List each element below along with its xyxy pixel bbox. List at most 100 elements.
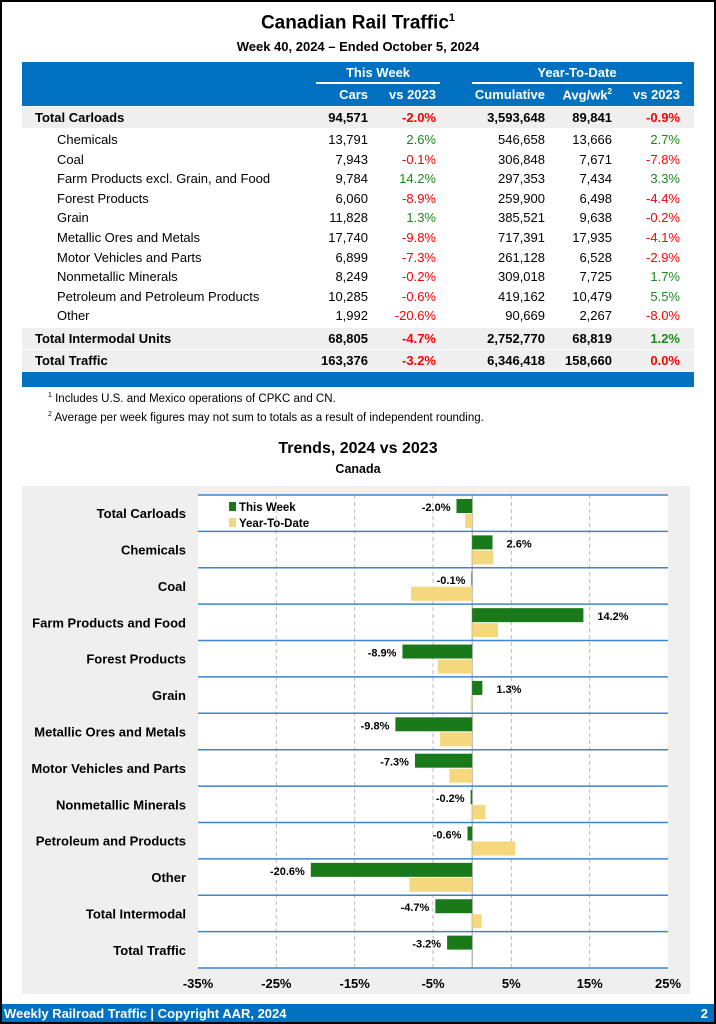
data-label: -9.8% — [361, 720, 390, 732]
col-cumulative: Cumulative — [474, 87, 545, 102]
cell: -4.4% — [646, 190, 680, 206]
cell: 7,943 — [335, 151, 368, 167]
row-label: Motor Vehicles and Parts — [57, 249, 202, 265]
cell: 158,660 — [565, 353, 612, 368]
group-this-week: This Week — [316, 65, 440, 84]
cell: 6,346,418 — [487, 353, 545, 368]
cell: 68,805 — [328, 331, 368, 346]
data-label: 14.2% — [597, 611, 628, 623]
data-label: -4.7% — [401, 902, 430, 914]
cell: 717,391 — [498, 230, 545, 245]
row-label: Total Carloads — [35, 110, 125, 125]
bar-ytd — [472, 623, 499, 638]
category-label: Grain — [152, 688, 186, 703]
x-tick-label: -25% — [261, 976, 292, 991]
category-label: Nonmetallic Minerals — [56, 797, 186, 812]
bar-this-week — [456, 499, 473, 513]
fn-marker: 1 — [48, 392, 52, 399]
table-row: Nonmetallic Minerals 8,249 -0.2% 309,018 7,7… — [22, 266, 694, 286]
cell: -8.9% — [402, 190, 436, 206]
cell: 1.3% — [406, 210, 436, 226]
cell: -0.9% — [646, 110, 680, 125]
table-row: Coal 7,943 -0.1% 306,848 7,671 -7.8% — [22, 149, 694, 169]
legend-swatch — [229, 518, 236, 527]
cell: 6,528 — [579, 249, 612, 265]
cell: 7,671 — [579, 151, 612, 167]
category-label: Total Carloads — [97, 506, 186, 521]
cell: 89,841 — [572, 110, 612, 125]
cell: 1.7% — [650, 269, 680, 285]
cell: -2.9% — [646, 249, 680, 265]
footer-bar: Weekly Railroad Traffic | Copyright AAR,… — [2, 1004, 714, 1022]
bar-this-week — [472, 680, 483, 695]
bar-ytd — [470, 695, 473, 710]
cell: -9.8% — [402, 230, 436, 245]
page-title: Canadian Rail Traffic1 — [0, 12, 716, 34]
cell: -2.0% — [402, 110, 436, 125]
cell: 7,725 — [579, 269, 612, 285]
cell: -8.0% — [646, 308, 680, 324]
col-avg-wk: Avg/wk2 — [563, 87, 612, 102]
cell: 8,249 — [335, 269, 368, 285]
cell: 9,638 — [579, 210, 612, 226]
category-label: Other — [151, 870, 186, 885]
cell: 3,593,648 — [487, 110, 545, 125]
x-tick-label: -5% — [421, 976, 445, 991]
cell: 14.2% — [399, 171, 436, 187]
page-number: 2 — [700, 1006, 708, 1021]
chart-title: Trends, 2024 vs 2023 — [278, 440, 438, 457]
cell: 9,784 — [335, 171, 368, 187]
data-label: -20.6% — [270, 866, 305, 878]
bar-ytd — [440, 732, 473, 747]
table-row: Farm Products excl. Grain, and Food 9,784… — [22, 168, 694, 188]
legend-label: This Week — [239, 502, 296, 514]
cell: 297,353 — [498, 171, 545, 187]
row-label: Total Intermodal Units — [35, 331, 172, 346]
table-row: Metallic Ores and Metals 17,740 -9.8% 717,3… — [22, 227, 694, 247]
cell: 2,752,770 — [487, 331, 545, 346]
bar-ytd — [411, 586, 473, 601]
table-row: Total Traffic 163,376 -3.2% 6,346,418 158,66… — [22, 350, 694, 371]
cell: 17,740 — [328, 230, 368, 245]
cell: 6,899 — [335, 249, 368, 265]
bar-this-week — [472, 608, 584, 623]
bar-this-week — [472, 535, 493, 550]
row-label: Farm Products excl. Grain, and Food — [57, 171, 271, 187]
fn-text: Average per week figures may not sum to … — [54, 411, 484, 424]
row-label: Coal — [57, 151, 84, 167]
data-label: -0.2% — [436, 793, 465, 805]
cell: 261,128 — [498, 249, 545, 265]
table-footer-band — [22, 372, 694, 387]
cell: 2.6% — [406, 132, 436, 147]
cell: 7,434 — [579, 171, 612, 187]
bar-ytd — [465, 514, 473, 528]
cell: -7.8% — [646, 151, 680, 167]
cell: -4.1% — [646, 230, 680, 245]
data-label: -0.1% — [437, 575, 466, 587]
bar-this-week — [447, 935, 473, 950]
category-label: Petroleum and Products — [36, 834, 186, 849]
title-footnote-marker: 1 — [448, 12, 456, 24]
row-label: Total Traffic — [35, 353, 108, 368]
bar-ytd — [472, 914, 482, 929]
cell: 419,162 — [498, 288, 545, 304]
cell: 6,060 — [335, 190, 368, 206]
category-label: Coal — [158, 579, 186, 594]
bar-ytd — [409, 877, 473, 892]
cell: 163,376 — [321, 353, 368, 368]
cell: -0.1% — [402, 151, 436, 167]
data-label: 1.3% — [496, 684, 521, 696]
bar-ytd — [437, 659, 473, 674]
footnote-1: 1 Includes U.S. and Mexico operations of… — [48, 392, 336, 405]
bar-this-week — [467, 826, 473, 841]
cell: 546,658 — [498, 132, 545, 147]
bar-ytd — [472, 805, 486, 820]
cell: -7.3% — [402, 249, 436, 265]
x-tick-label: 15% — [577, 976, 603, 991]
col-vs2023-ytd: vs 2023 — [633, 87, 680, 102]
legend-label: Year-To-Date — [239, 518, 309, 530]
table-row: Petroleum and Petroleum Products 10,285 -0… — [22, 286, 694, 306]
cell: 68,819 — [572, 331, 612, 346]
